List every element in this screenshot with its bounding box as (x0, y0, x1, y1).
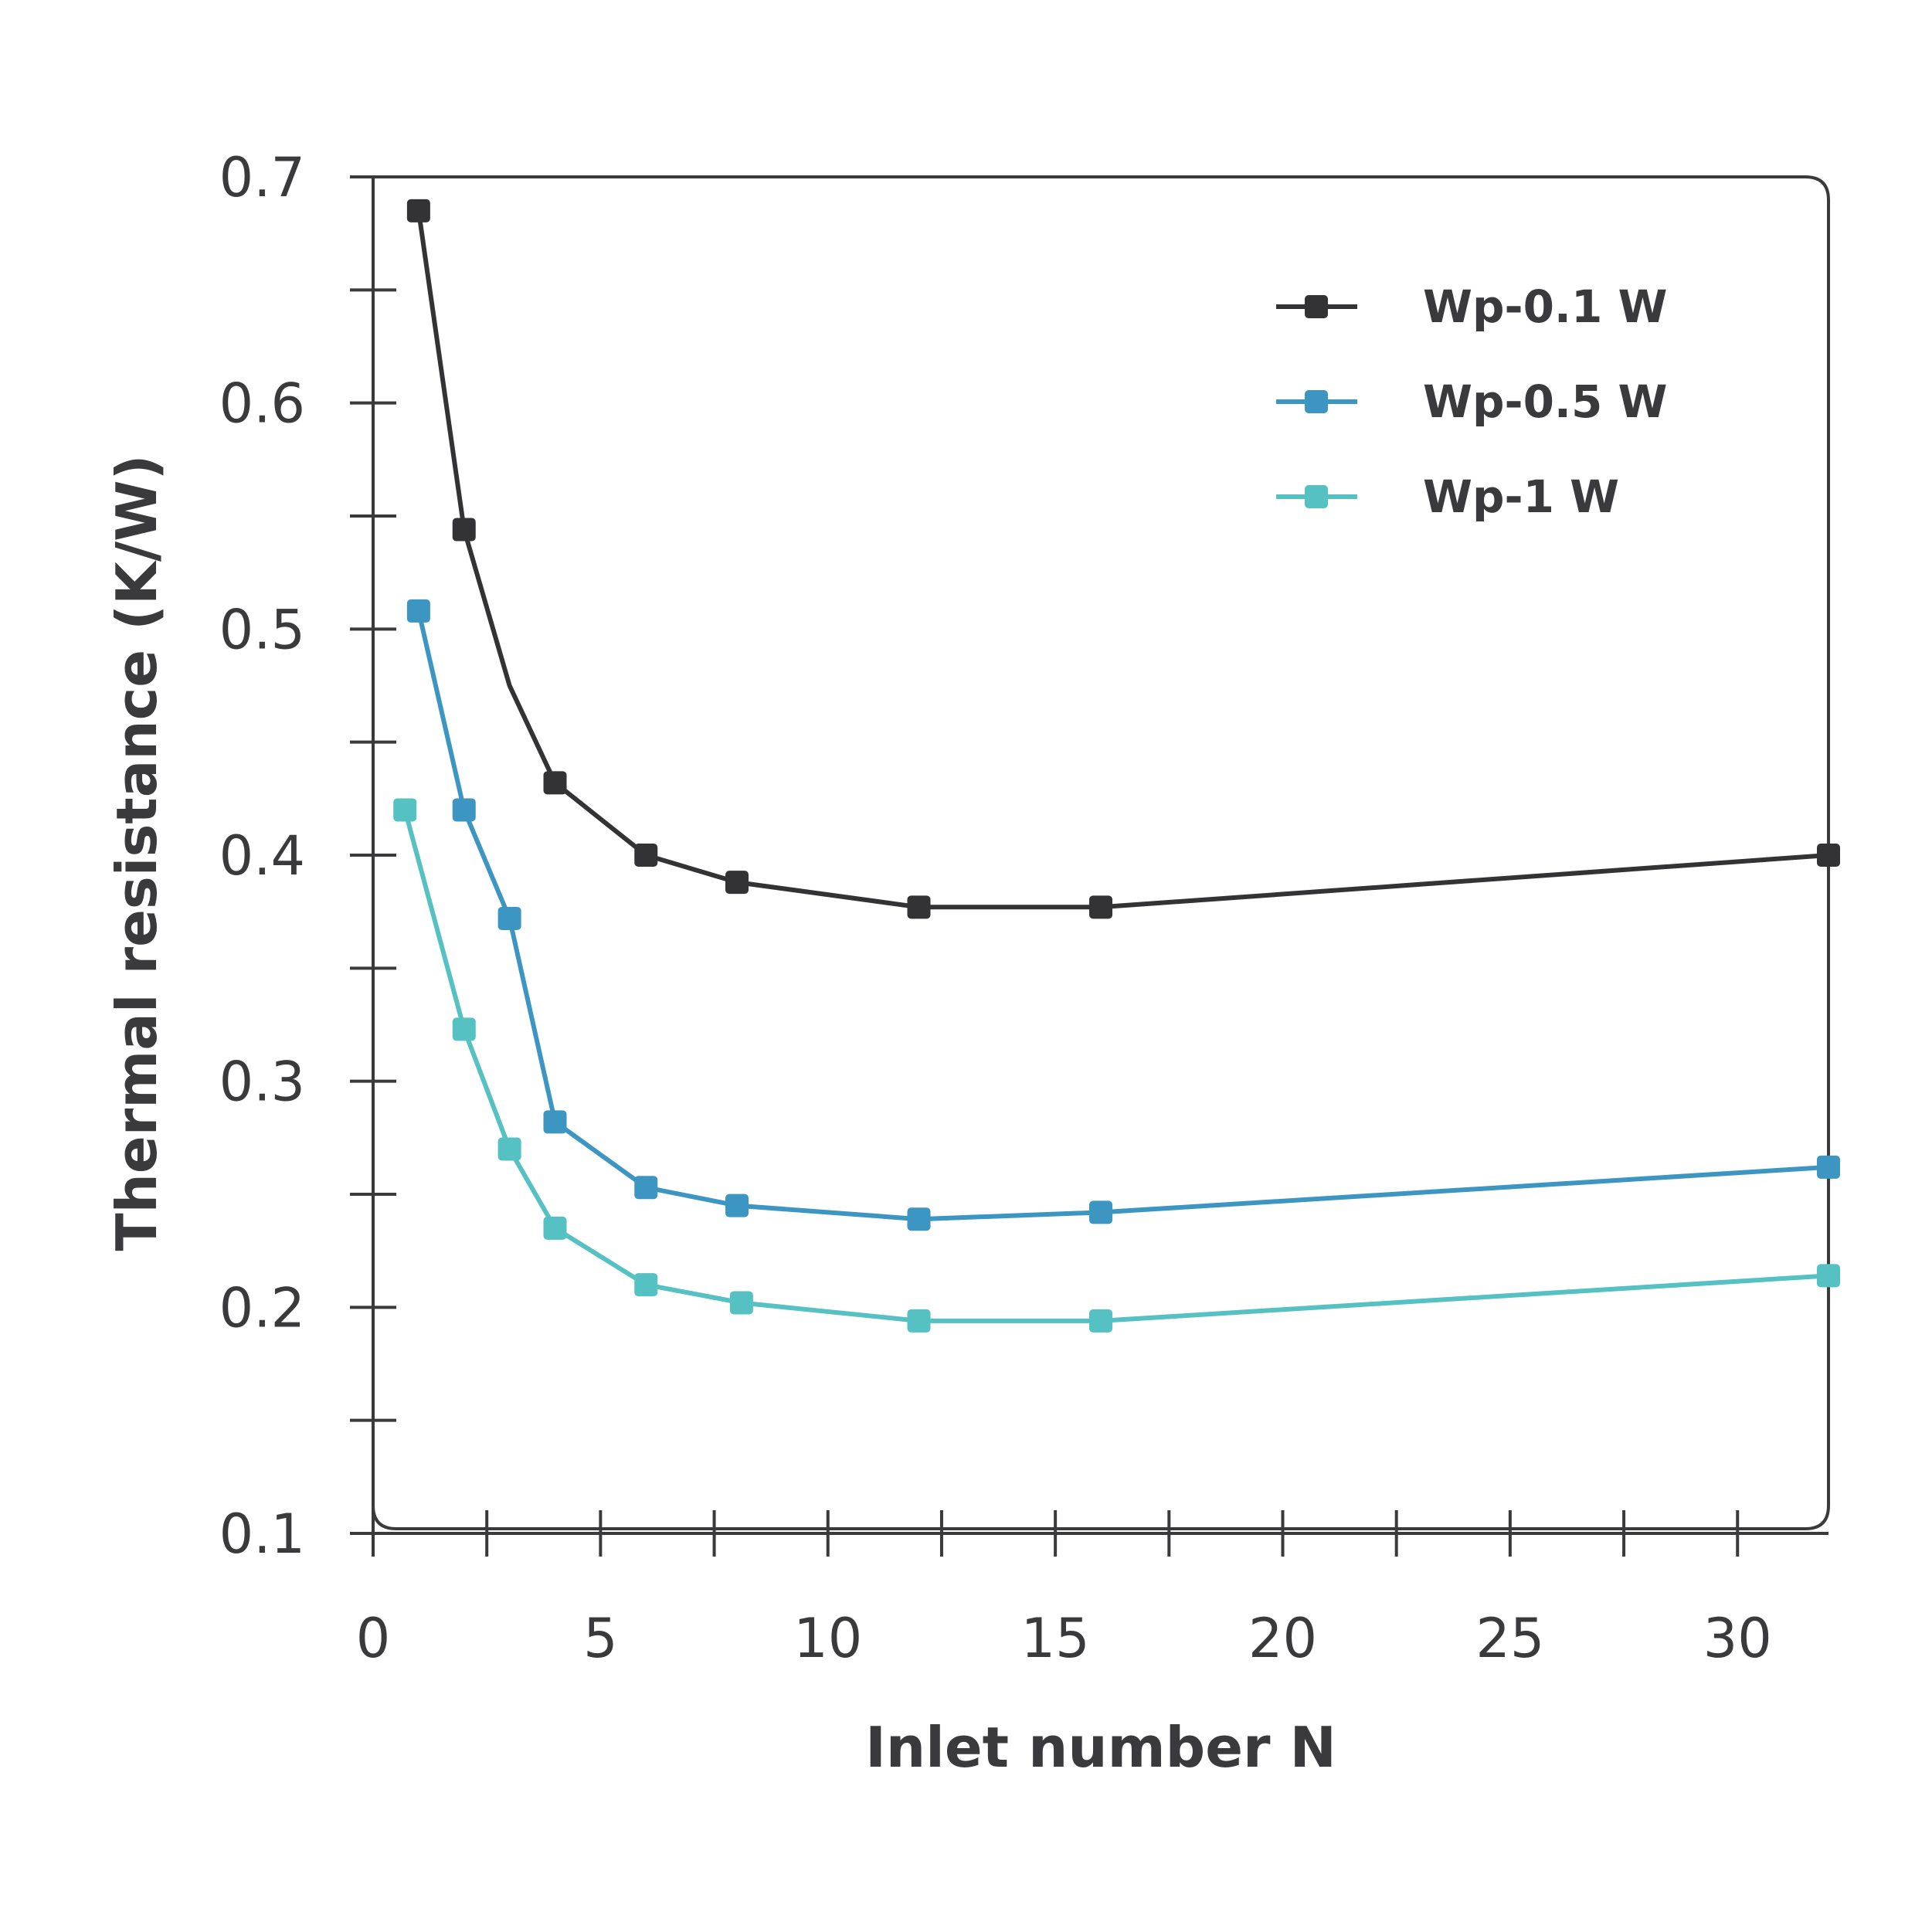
legend-marker (1305, 295, 1328, 318)
x-tick-label: 20 (1248, 1607, 1317, 1670)
data-point (729, 1291, 753, 1315)
plot-frame (372, 175, 1830, 1530)
legend-marker (1305, 390, 1328, 413)
data-point (1817, 1155, 1840, 1179)
y-tick-label: 0.4 (219, 824, 305, 888)
data-point (543, 1110, 567, 1134)
y-tick-label: 0.6 (219, 372, 305, 436)
legend-label: Wp-0.5 W (1423, 375, 1667, 428)
data-point (907, 1207, 931, 1231)
data-point (497, 1137, 521, 1161)
axis-tick-labels: 0 5 10 15 20 25 30 0.1 0.2 0.3 0.4 0.5 0.6 0.7 (219, 146, 1772, 1670)
x-axis-title: Inlet number N (865, 1715, 1336, 1780)
y-tick-label: 0.2 (219, 1276, 305, 1339)
data-point (543, 771, 567, 795)
data-point (406, 199, 430, 222)
data-point (725, 871, 749, 895)
data-point (634, 1273, 658, 1297)
data-point (725, 1193, 749, 1217)
data-point (1817, 844, 1840, 867)
series-markers (393, 199, 1840, 1333)
data-point (907, 1309, 931, 1333)
series-line-3 (402, 809, 1829, 1323)
y-tick-label: 0.5 (219, 598, 305, 661)
legend: Wp-0.1 W Wp-0.5 W Wp-1 W (1276, 280, 1667, 523)
data-point (497, 906, 521, 930)
data-point (452, 518, 476, 542)
x-tick-label: 5 (583, 1607, 618, 1670)
data-point (452, 1017, 476, 1041)
data-point (1817, 1264, 1840, 1288)
series-line-2 (416, 610, 1829, 1222)
y-axis-title: Thermal resistance (K/W) (104, 455, 169, 1251)
legend-label: Wp-0.1 W (1423, 280, 1667, 333)
x-tick-label: 0 (356, 1607, 391, 1670)
x-tick-label: 15 (1021, 1607, 1090, 1670)
y-tick-label: 0.7 (219, 146, 305, 209)
data-point (907, 895, 931, 919)
y-tick-label: 0.3 (219, 1051, 305, 1114)
legend-label: Wp-1 W (1423, 470, 1619, 523)
data-point (543, 1216, 567, 1240)
data-point (406, 599, 430, 623)
axis-ticks (350, 175, 1828, 1557)
data-point (393, 798, 417, 822)
data-point (452, 798, 476, 822)
x-tick-label: 10 (793, 1607, 862, 1670)
legend-marker (1305, 485, 1328, 508)
data-point (1089, 895, 1112, 919)
x-tick-label: 25 (1475, 1607, 1544, 1670)
x-tick-label: 30 (1703, 1607, 1772, 1670)
data-point (1089, 1309, 1112, 1333)
y-tick-label: 0.1 (219, 1502, 305, 1566)
data-point (634, 844, 658, 867)
data-point (1089, 1200, 1112, 1224)
data-point (634, 1176, 658, 1200)
